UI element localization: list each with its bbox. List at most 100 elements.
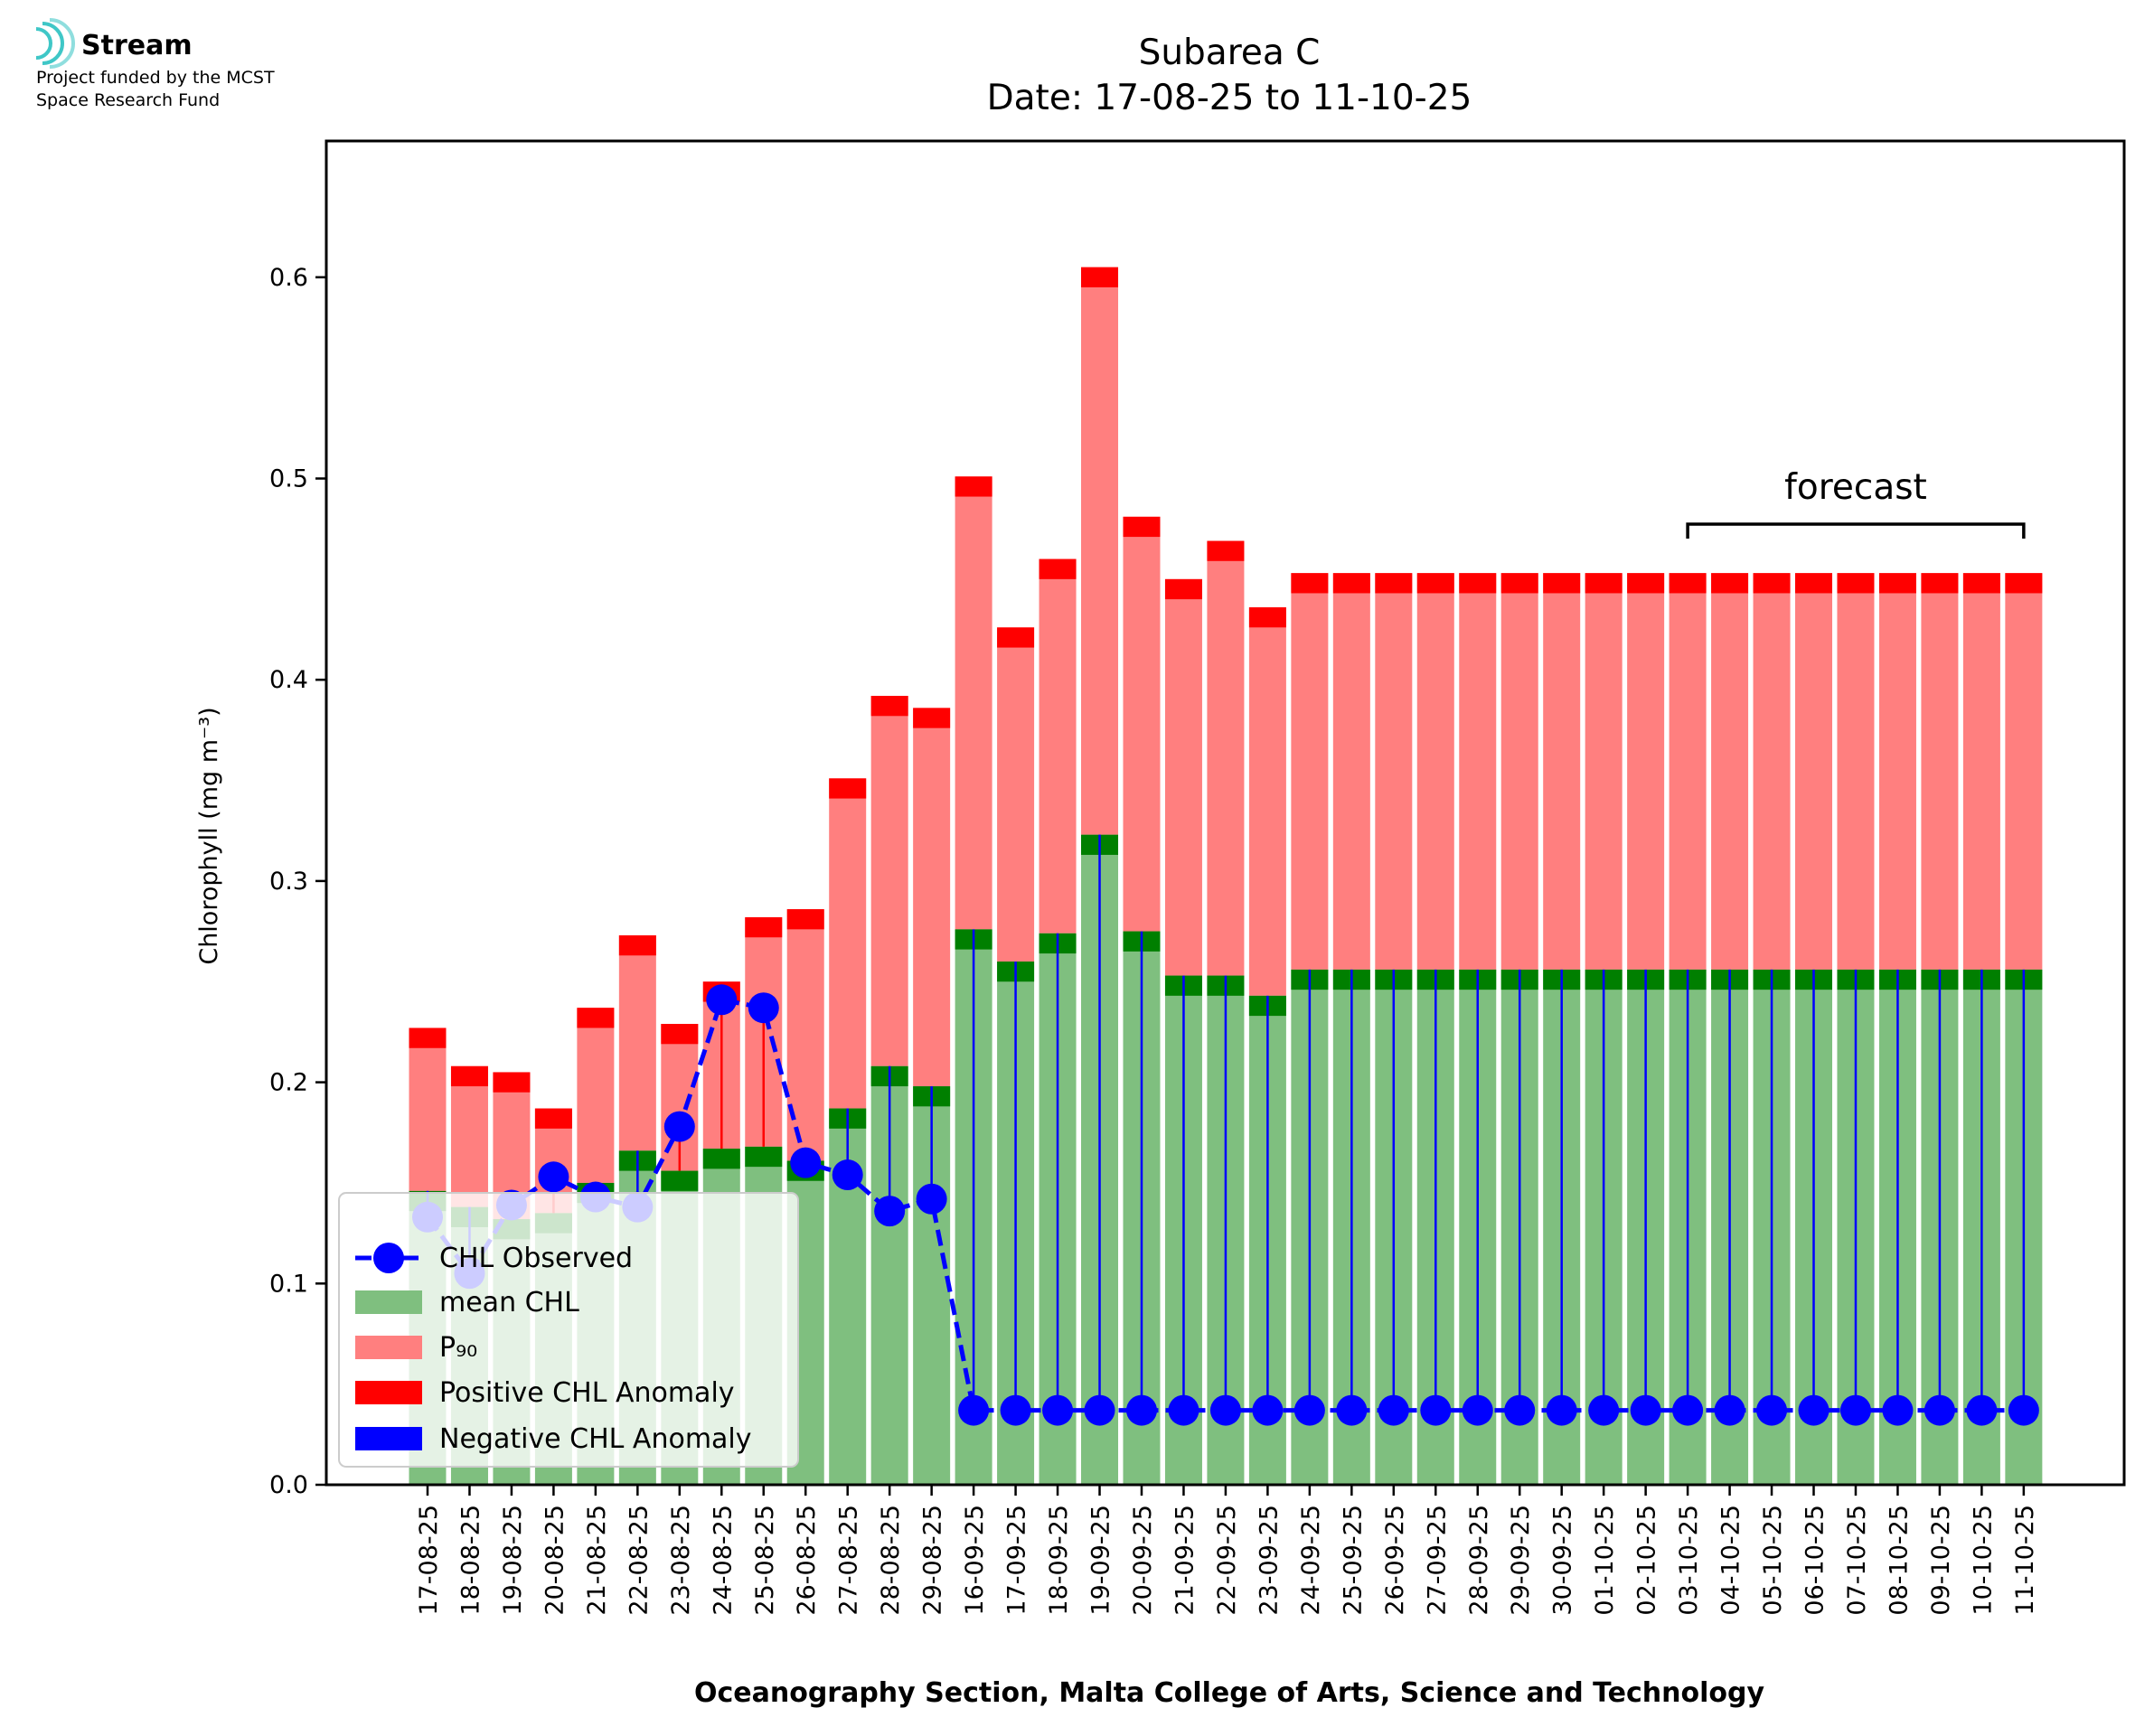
x-tick-label: 23-09-25 [1255,1505,1283,1616]
logo-line-2: Space Research Fund [36,90,220,110]
p90-bar [1585,573,1623,970]
legend-label: mean CHL [439,1287,579,1318]
x-tick-label: 28-08-25 [877,1505,905,1616]
p90-bar [913,708,951,1087]
p90-cap [534,1108,572,1129]
observed-point [1924,1394,1955,1426]
p90-cap [997,627,1035,648]
observed-point [874,1196,906,1227]
mean-cap [661,1170,699,1191]
logo-name: Stream [81,30,193,61]
p90-cap [493,1072,531,1093]
observed-point [538,1161,569,1193]
observed-point [1209,1394,1241,1426]
legend-p90-swatch [355,1336,422,1359]
p90-bar [1332,573,1370,970]
p90-bar [1921,573,1959,970]
observed-point [748,992,779,1024]
observed-point [958,1394,990,1426]
p90-cap [786,909,824,930]
x-tick-label: 20-08-25 [541,1505,569,1616]
x-tick-label: 07-10-25 [1843,1505,1871,1616]
x-tick-label: 02-10-25 [1633,1505,1661,1616]
p90-bar [1878,573,1916,970]
observed-point [1378,1394,1409,1426]
observed-point [1504,1394,1536,1426]
p90-bar [409,1028,447,1191]
p90-cap [1039,558,1077,579]
p90-cap [1627,573,1665,594]
p90-bar [1795,573,1833,970]
observed-point [1084,1394,1115,1426]
p90-bar [829,778,867,1109]
legend-negative-swatch [355,1427,422,1450]
legend-label: Positive CHL Anomaly [439,1377,735,1409]
x-tick-label: 23-08-25 [667,1505,695,1616]
x-tick-label: 25-09-25 [1339,1505,1367,1616]
legend-observed-marker [373,1243,404,1273]
p90-bar [1375,573,1413,970]
x-tick-label: 19-09-25 [1087,1505,1115,1616]
p90-cap [1500,573,1538,594]
p90-bar [1753,573,1791,970]
observed-point [1672,1394,1704,1426]
x-tick-label: 16-09-25 [961,1505,989,1616]
chart-subtitle: Date: 17-08-25 to 11-10-25 [987,78,1472,118]
observed-point [1125,1394,1157,1426]
p90-cap [577,1008,615,1028]
p90-cap [1795,573,1833,594]
x-tick-label: 11-10-25 [2011,1505,2039,1616]
p90-bar [1500,573,1538,970]
legend-label: P₉₀ [439,1332,477,1364]
legend-mean-swatch [355,1290,422,1314]
p90-bar [577,1008,615,1183]
p90-cap [1123,516,1161,538]
mean-cap [702,1149,740,1169]
p90-bar [1164,578,1202,976]
p90-cap [409,1028,447,1048]
observed-point [1714,1394,1745,1426]
y-tick-label: 0.1 [269,1270,308,1298]
x-tick-label: 28-09-25 [1465,1505,1493,1616]
x-tick-label: 22-09-25 [1213,1505,1241,1616]
p90-cap [1878,573,1916,594]
legend: CHL Observed mean CHL P₉₀ Positive CHL Anom… [338,1192,799,1468]
p90-cap [1543,573,1581,594]
p90-bar [786,909,824,1161]
x-tick-label: 24-09-25 [1297,1505,1325,1616]
x-tick-label: 03-10-25 [1675,1505,1703,1616]
observed-point [1966,1394,1998,1426]
p90-bar [1837,573,1875,970]
observed-point [916,1183,947,1215]
p90-cap [1921,573,1959,594]
observed-point [1798,1394,1829,1426]
x-tick-label: 27-09-25 [1423,1505,1451,1616]
p90-cap [955,476,992,497]
x-tick-label: 29-09-25 [1507,1505,1535,1616]
p90-cap [1669,573,1707,594]
observed-point [1462,1394,1493,1426]
p90-bar [1207,540,1245,976]
y-tick-label: 0.2 [269,1069,308,1097]
p90-bar [450,1065,488,1207]
observed-point [1546,1394,1577,1426]
p90-cap [1753,573,1791,594]
x-tick-label: 24-08-25 [709,1505,737,1616]
p90-bar [997,627,1035,962]
x-tick-label: 06-10-25 [1801,1505,1829,1616]
p90-bar [1081,267,1119,835]
observed-point [832,1159,863,1191]
p90-cap [1585,573,1623,594]
p90-cap [450,1065,488,1087]
observed-point [1252,1394,1284,1426]
x-tick-label: 01-10-25 [1591,1505,1619,1616]
observed-point [1042,1394,1074,1426]
p90-cap [870,696,908,717]
p90-bar [1416,573,1454,970]
observed-point [1588,1394,1620,1426]
p90-cap [1962,573,2000,594]
x-tick-label: 18-09-25 [1045,1505,1073,1616]
observed-point [1293,1394,1325,1426]
axes-layer: 0.0 0.1 0.2 0.3 0.4 0.5 0.6 17-08-25 18-08-25 19-… [269,139,2126,1616]
observed-point [1839,1394,1871,1426]
